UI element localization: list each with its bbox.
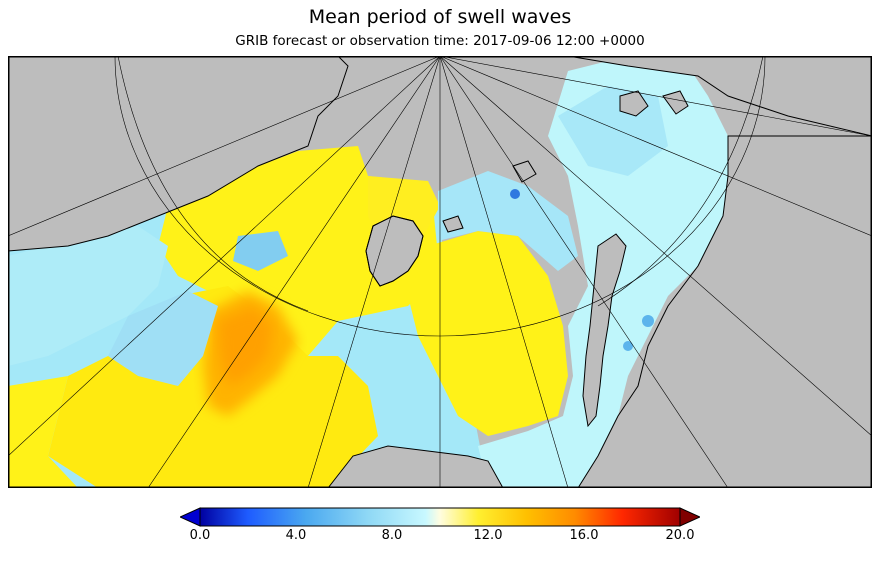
colorbar-gradient [199,507,681,527]
chart-subtitle: GRIB forecast or observation time: 2017-… [235,33,645,49]
chart-title: Mean period of swell waves [308,6,572,28]
colorbar-tick-label: 0.0 [189,528,211,543]
colorbar-extend-low [180,507,201,527]
colorbar-extend-high [679,507,700,527]
svalbard-coast [365,215,424,287]
colorbar-tick-label: 16.0 [569,528,599,543]
colorbar-tick-label: 20.0 [665,528,695,543]
land-masses [8,56,872,488]
colorbar [180,507,700,527]
graticule [8,56,872,488]
map-panel [8,56,872,488]
colorbar-tick-label: 8.0 [381,528,403,543]
colorbar-tick-label: 12.0 [473,528,503,543]
colorbar-tick-label: 4.0 [285,528,307,543]
map-border [8,56,872,488]
